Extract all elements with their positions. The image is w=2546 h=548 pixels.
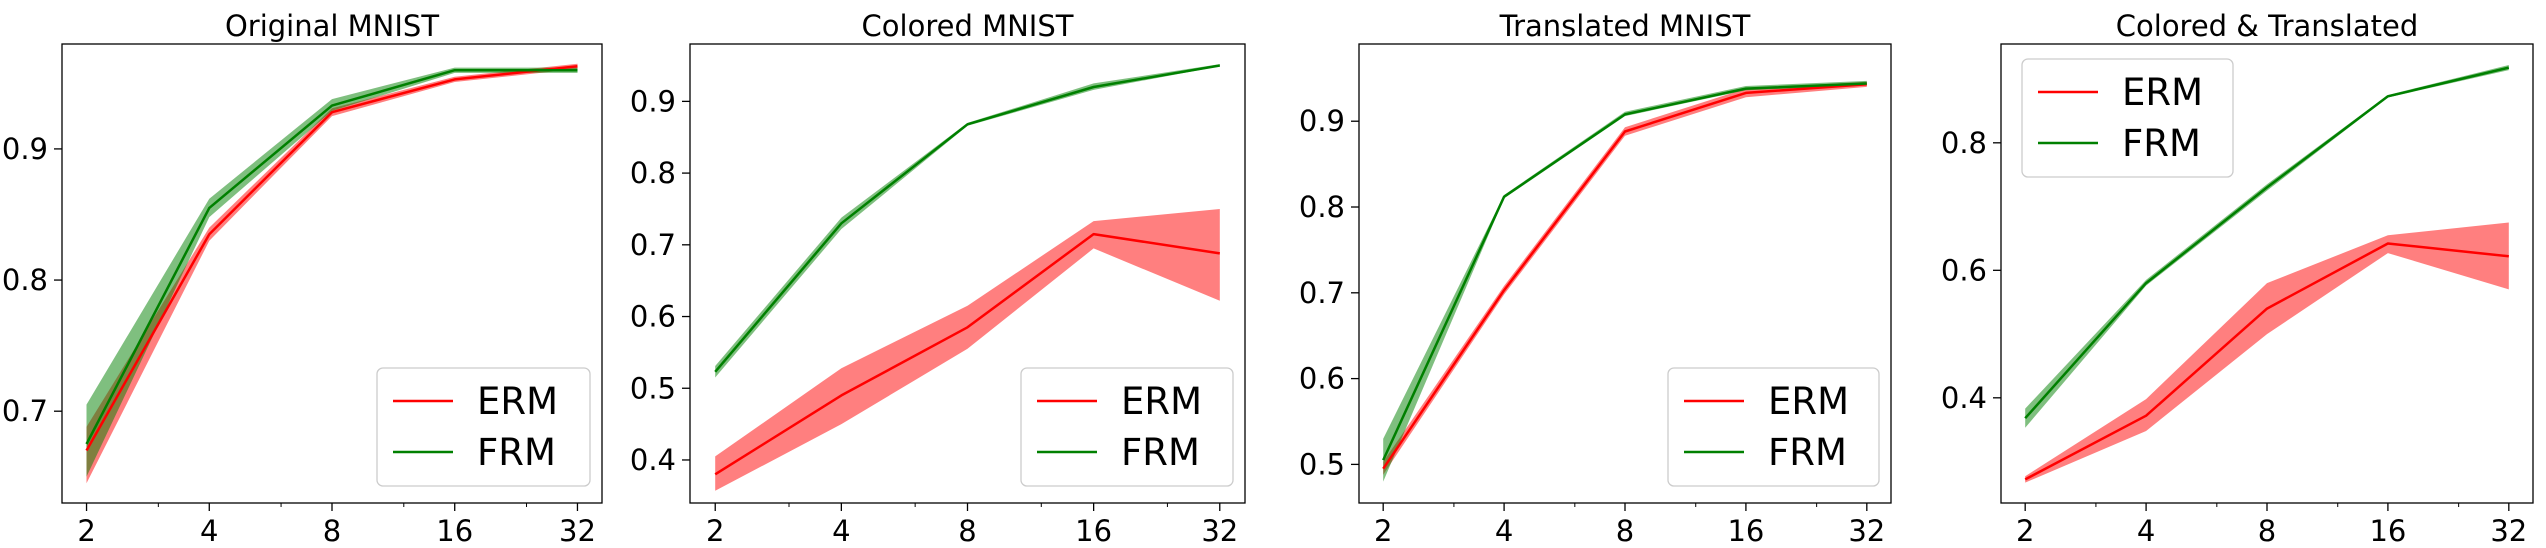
- x-tick-label: 16: [436, 514, 473, 548]
- y-tick-label: 0.8: [2, 263, 48, 297]
- x-tick-label: 4: [1495, 514, 1513, 548]
- legend-label-erm: ERM: [477, 380, 558, 423]
- x-tick-label: 8: [2258, 514, 2276, 548]
- y-tick-label: 0.4: [1941, 381, 1987, 415]
- chart-title: Colored & Translated: [2116, 9, 2418, 43]
- legend: ERM FRM: [1667, 367, 1880, 487]
- legend-box: [1020, 367, 1234, 487]
- y-tick-label: 0.7: [1299, 276, 1345, 310]
- x-tick-label: 32: [559, 514, 596, 548]
- x-tick-label: 4: [200, 514, 218, 548]
- y-tick-label: 0.5: [1299, 447, 1345, 481]
- legend-box: [2021, 58, 2234, 178]
- legend-label-frm: FRM: [1121, 431, 1200, 474]
- legend-box: [1667, 367, 1880, 487]
- y-tick-label: 0.6: [1941, 253, 1987, 287]
- y-tick-label: 0.8: [1941, 126, 1987, 160]
- legend-label-erm: ERM: [1121, 380, 1202, 423]
- chart-title: Colored MNIST: [862, 9, 1074, 43]
- x-tick-label: 32: [1201, 514, 1238, 548]
- legend-label-frm: FRM: [477, 431, 556, 474]
- series-band-erm: [86, 63, 578, 484]
- x-tick-label: 2: [77, 514, 95, 548]
- legend: ERM FRM: [2021, 58, 2234, 178]
- x-tick-label: 2: [2016, 514, 2034, 548]
- y-tick-label: 0.9: [630, 84, 676, 118]
- legend-label-frm: FRM: [2122, 122, 2201, 165]
- y-tick-label: 0.4: [630, 443, 676, 477]
- chart-title: Original MNIST: [225, 9, 439, 43]
- x-tick-label: 8: [323, 514, 341, 548]
- x-tick-label: 8: [958, 514, 976, 548]
- x-tick-label: 32: [1848, 514, 1885, 548]
- chart-panel-3: Translated MNIST 2 4 8 16 32 0.5 0.6 0.7 0.8 0.9 ER…: [1299, 9, 1892, 548]
- y-tick-label: 0.8: [1299, 190, 1345, 224]
- x-tick-label: 16: [1075, 514, 1112, 548]
- chart-panel-1: Original MNIST 2 4 8 16 32 0.7 0.8 0.9 ERM FRM: [2, 9, 603, 548]
- x-tick-label: 8: [1616, 514, 1634, 548]
- y-tick-label: 0.9: [2, 132, 48, 166]
- chart-panel-2: Colored MNIST 2 4 8 16 32 0.4 0.5 0.6 0.7 0.8 0.9 ER…: [630, 9, 1246, 548]
- x-tick-label: 16: [1727, 514, 1764, 548]
- y-tick-label: 0.9: [1299, 104, 1345, 138]
- x-tick-label: 32: [2490, 514, 2527, 548]
- legend-label-erm: ERM: [1768, 380, 1849, 423]
- x-tick-label: 16: [2369, 514, 2406, 548]
- y-tick-label: 0.7: [2, 394, 48, 428]
- y-tick-label: 0.7: [630, 228, 676, 262]
- legend: ERM FRM: [376, 367, 591, 487]
- chart-panel-4: Colored & Translated 2 4 8 16 32 0.4 0.6 0.8 ERM F…: [1941, 9, 2534, 548]
- x-tick-label: 4: [832, 514, 850, 548]
- y-tick-label: 0.6: [630, 300, 676, 334]
- series-band-erm: [715, 209, 1220, 491]
- x-tick-label: 2: [1374, 514, 1392, 548]
- y-tick-label: 0.5: [630, 371, 676, 405]
- legend-box: [376, 367, 591, 487]
- series-band-erm: [2025, 222, 2509, 483]
- legend: ERM FRM: [1020, 367, 1234, 487]
- chart-title: Translated MNIST: [1499, 9, 1751, 43]
- legend-label-frm: FRM: [1768, 431, 1847, 474]
- x-tick-label: 4: [2137, 514, 2155, 548]
- x-tick-label: 2: [706, 514, 724, 548]
- y-tick-label: 0.6: [1299, 362, 1345, 396]
- y-tick-label: 0.8: [630, 156, 676, 190]
- legend-label-erm: ERM: [2122, 71, 2203, 114]
